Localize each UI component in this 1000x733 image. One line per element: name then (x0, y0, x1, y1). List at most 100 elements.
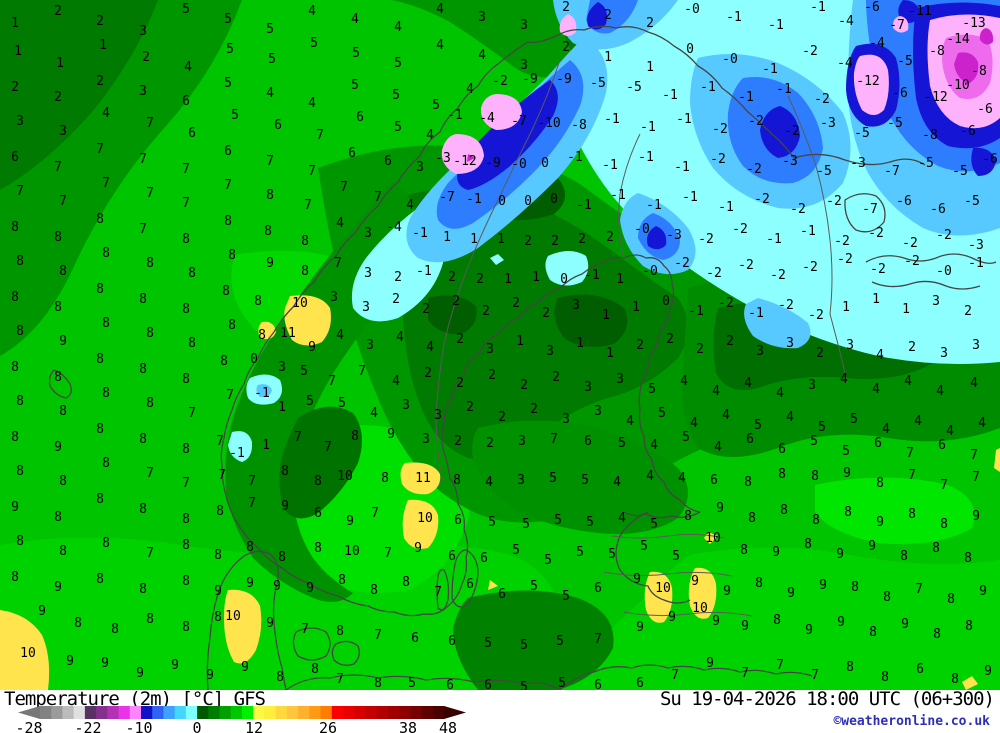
temp-value-label: 9 (819, 578, 827, 593)
temperature-region (488, 580, 498, 590)
temp-value-label: 4 (102, 106, 110, 121)
temp-value-label: -1 (674, 160, 690, 175)
temp-value-label: 3 (940, 346, 948, 361)
temp-value-label: 8 (59, 264, 67, 279)
temp-value-label: 1 (902, 302, 910, 317)
temp-value-label: -1 (676, 112, 692, 127)
coastline (285, 674, 561, 690)
temperature-region (453, 590, 614, 690)
temp-value-label: 7 (671, 668, 679, 683)
temp-value-label: 7 (301, 622, 309, 637)
coastline (393, 254, 701, 617)
temp-value-label: 2 (96, 74, 104, 89)
copyright-link[interactable]: ©weatheronline.co.uk (833, 714, 990, 729)
temp-value-label: -1 (766, 232, 782, 247)
temp-value-label: 4 (872, 382, 880, 397)
scale-segment (40, 706, 52, 719)
scale-segment (73, 706, 86, 719)
coastline (220, 35, 557, 613)
temp-value-label: 3 (16, 114, 24, 129)
scale-segment (343, 706, 355, 719)
temp-value-label: 6 (594, 581, 602, 596)
temp-value-label: 5 (682, 430, 690, 445)
temp-value-label: 7 (188, 406, 196, 421)
temp-value-label: 5 (586, 515, 594, 530)
temp-value-label: 3 (486, 342, 494, 357)
scale-segment (118, 706, 131, 719)
temp-value-label: 2 (646, 16, 654, 31)
temp-value-label: 6 (710, 473, 718, 488)
temp-value-label: -2 (754, 192, 770, 207)
scale-tick-label: 0 (192, 719, 201, 733)
temperature-region (228, 431, 253, 462)
temp-value-label: 2 (498, 410, 506, 425)
temperature-region (480, 94, 522, 130)
temp-value-label: 9 (836, 547, 844, 562)
temp-value-label: 9 (691, 574, 699, 589)
temp-value-label: 2 (486, 436, 494, 451)
temp-value-label: 8 (11, 220, 19, 235)
scale-tick-label: -10 (125, 719, 152, 733)
temp-value-label: -5 (952, 164, 968, 179)
temp-value-label: 9 (54, 580, 62, 595)
temp-value-label: 1 (532, 270, 540, 285)
temp-value-label: 8 (780, 503, 788, 518)
temp-value-label: 8 (216, 504, 224, 519)
temp-value-label: 5 (554, 513, 562, 528)
temp-value-label: 4 (786, 410, 794, 425)
temp-value-label: 6 (916, 662, 924, 677)
temp-value-label: -1 (602, 158, 618, 173)
temp-value-label: 8 (301, 234, 309, 249)
temp-value-label: 1 (278, 400, 286, 415)
temp-value-label: 2 (964, 304, 972, 319)
temp-value-label: 7 (908, 468, 916, 483)
temp-value-label: 7 (906, 446, 914, 461)
temp-value-label: 7 (776, 658, 784, 673)
coastline (871, 280, 981, 290)
temp-value-label: 4 (406, 198, 414, 213)
temp-value-label: 9 (266, 616, 274, 631)
temp-value-label: 8 (139, 502, 147, 517)
temp-value-label: -1 (646, 198, 662, 213)
temp-value-label: -2 (834, 234, 850, 249)
temp-value-label: 2 (456, 376, 464, 391)
temp-value-label: 9 (716, 501, 724, 516)
scale-segment (309, 706, 322, 719)
temp-value-label: 4 (436, 2, 444, 17)
temperature-region (744, 298, 811, 349)
temp-value-label: -1 (447, 108, 463, 123)
temp-value-label: 2 (524, 234, 532, 249)
temp-value-label: 8 (139, 582, 147, 597)
temp-value-label: 4 (712, 384, 720, 399)
temp-value-label: -2 (732, 222, 748, 237)
temp-value-label: -6 (977, 102, 993, 117)
temp-value-label: 3 (366, 338, 374, 353)
temp-value-label: 1 (646, 60, 654, 75)
temp-value-label: 7 (182, 162, 190, 177)
temp-value-label: -1 (638, 150, 654, 165)
temp-value-label: 9 (868, 539, 876, 554)
temp-value-label: 5 (520, 638, 528, 653)
temp-value-label: 7 (915, 582, 923, 597)
temp-value-label: 8 (778, 467, 786, 482)
temp-value-label: 5 (842, 444, 850, 459)
temp-value-label: 5 (650, 517, 658, 532)
temp-value-label: 4 (618, 511, 626, 526)
temp-value-label: -1 (229, 446, 245, 461)
temp-value-label: 4 (426, 128, 434, 143)
temp-value-label: -1 (762, 62, 778, 77)
scale-segment (365, 706, 378, 719)
temp-value-label: -2 (808, 308, 824, 323)
temp-value-label: -0 (642, 264, 658, 279)
temp-value-label: 6 (584, 434, 592, 449)
temperature-region (284, 295, 331, 346)
temp-value-label: 11 (280, 326, 296, 341)
temp-value-label: -5 (590, 76, 606, 91)
country-border (618, 133, 641, 259)
temp-value-label: -1 (662, 88, 678, 103)
temp-value-label: 5 (672, 549, 680, 564)
temp-value-label: 6 (384, 154, 392, 169)
scale-segment (152, 706, 164, 719)
temp-value-label: 4 (466, 82, 474, 97)
temp-value-label: 8 (214, 610, 222, 625)
